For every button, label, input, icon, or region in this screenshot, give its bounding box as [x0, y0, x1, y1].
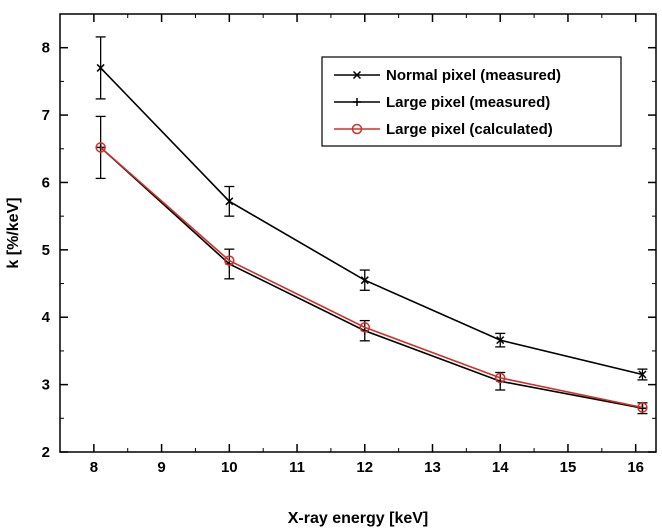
legend-label: Large pixel (calculated): [386, 121, 553, 138]
legend: Normal pixel (measured) Large pixel (meas…: [321, 56, 622, 147]
y-tick-label: 3: [42, 377, 50, 394]
series-layer: [95, 36, 648, 415]
y-axis-title: k [%/keV]: [5, 197, 22, 268]
series-2: [95, 142, 648, 413]
y-tick-label: 7: [42, 107, 50, 124]
data-point: [638, 370, 647, 379]
legend-entry: Large pixel (calculated): [334, 121, 553, 138]
marker-stroke: [352, 70, 362, 80]
series-line: [100, 146, 643, 409]
marker-stroke: [96, 63, 105, 72]
y-tick-label: 2: [42, 444, 50, 461]
legend-label: Normal pixel (measured): [386, 67, 561, 84]
legend-marker: [353, 98, 361, 106]
marker-stroke: [225, 197, 234, 206]
y-tick-label: 5: [42, 242, 50, 259]
series-1: [95, 115, 648, 415]
x-tick-label: 9: [157, 459, 165, 476]
x-tick-label: 10: [221, 459, 238, 476]
data-point: [95, 142, 106, 153]
legend-marker: [351, 123, 363, 135]
legend-marker: [352, 70, 362, 80]
data-point: [638, 404, 647, 413]
x-tick-label: 11: [289, 459, 305, 476]
y-axis-ticks: 2 3 4 5 6 7 8: [42, 13, 656, 461]
data-point: [494, 372, 506, 384]
x-axis-title: X-ray energy [keV]: [288, 510, 429, 527]
marker-circle: [95, 142, 106, 153]
marker-circle: [351, 123, 363, 135]
x-tick-label: 16: [627, 459, 644, 476]
marker-stroke: [496, 336, 505, 345]
x-axis-ticks: 8 9 10 11 12 13 14 15 16: [59, 14, 644, 476]
data-point: [96, 63, 105, 72]
data-point: [224, 255, 235, 266]
marker-stroke: [638, 370, 647, 379]
legend-entry: Normal pixel (measured): [334, 67, 561, 84]
data-point: [360, 276, 369, 285]
marker-circle: [494, 372, 506, 384]
x-tick-label: 13: [424, 459, 441, 476]
legend-entry: Large pixel (measured): [334, 94, 550, 111]
x-tick-label: 12: [356, 459, 373, 476]
marker-circle: [224, 255, 235, 266]
data-point: [637, 402, 648, 413]
marker-circle: [359, 322, 371, 333]
series-line: [100, 146, 643, 409]
data-point: [359, 322, 371, 333]
data-point: [225, 197, 234, 206]
x-tick-label: 8: [90, 459, 98, 476]
y-tick-label: 8: [42, 40, 50, 57]
legend-label: Large pixel (measured): [386, 94, 550, 111]
marker-stroke: [360, 276, 369, 285]
marker-circle: [637, 402, 648, 413]
y-tick-label: 6: [42, 174, 50, 191]
x-tick-label: 15: [560, 459, 577, 476]
x-tick-label: 14: [492, 459, 509, 476]
data-point: [496, 336, 505, 345]
series-0: [95, 36, 648, 381]
plot-frame: [59, 13, 657, 453]
y-tick-label: 4: [42, 309, 51, 326]
